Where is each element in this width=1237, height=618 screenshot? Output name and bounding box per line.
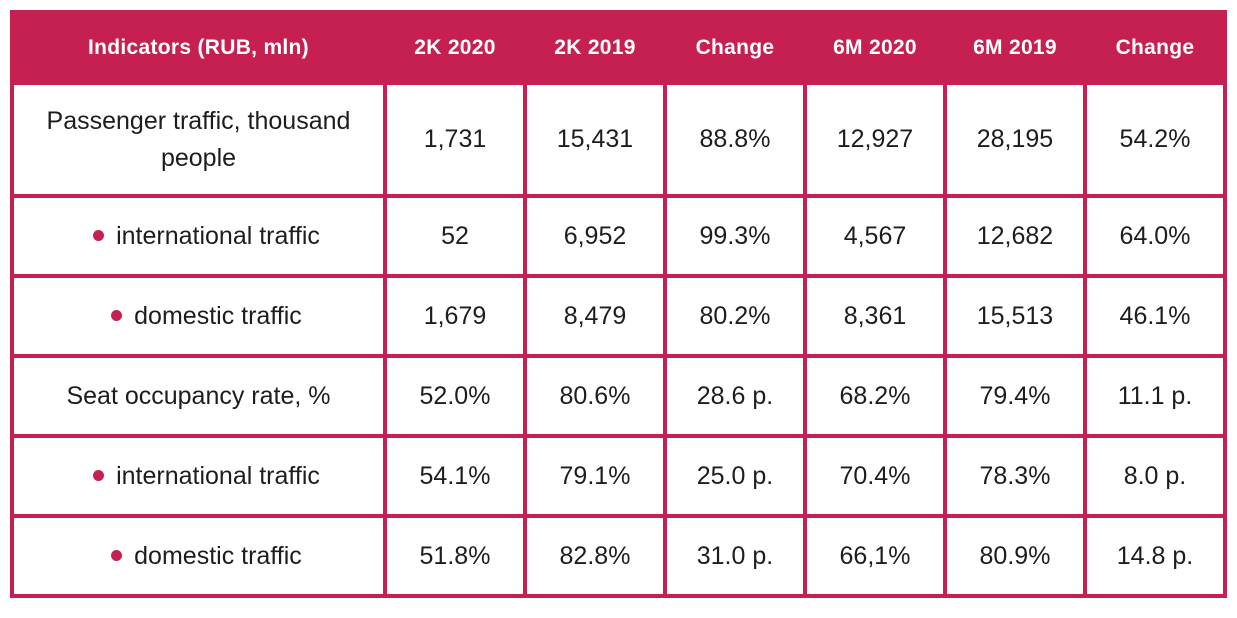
row-label: international traffic xyxy=(10,194,387,278)
bullet-dot-icon xyxy=(93,229,105,241)
header-change-halfyear: Change xyxy=(1082,10,1228,85)
bullet-dot-icon xyxy=(111,549,123,561)
cell-value: 54.1% xyxy=(382,434,527,518)
header-row: Indicators (RUB, mln) 2K 2020 2K 2019 Ch… xyxy=(10,10,1228,85)
header-indicators: Indicators (RUB, mln) xyxy=(10,10,387,85)
table-row-seat-occupancy: Seat occupancy rate, % 52.0% 80.6% 28.6 … xyxy=(10,354,1228,438)
cell-value: 4,567 xyxy=(802,194,947,278)
bullet-dot-icon xyxy=(111,309,123,321)
cell-value: 52 xyxy=(382,194,527,278)
row-label-text: international traffic xyxy=(116,221,320,250)
row-label-text: domestic traffic xyxy=(134,541,302,570)
cell-value: 70.4% xyxy=(802,434,947,518)
row-label-text: domestic traffic xyxy=(134,301,302,330)
cell-value: 46.1% xyxy=(1082,274,1228,358)
cell-value: 28,195 xyxy=(942,81,1087,198)
cell-value: 1,679 xyxy=(382,274,527,358)
row-label: international traffic xyxy=(10,434,387,518)
row-label: Seat occupancy rate, % xyxy=(10,354,387,438)
cell-value: 54.2% xyxy=(1082,81,1228,198)
cell-value: 80.2% xyxy=(662,274,807,358)
header-6m-2020: 6M 2020 xyxy=(802,10,947,85)
cell-value: 15,513 xyxy=(942,274,1087,358)
row-label: Passenger traffic, thousand people xyxy=(10,81,387,198)
cell-value: 64.0% xyxy=(1082,194,1228,278)
cell-value: 79.1% xyxy=(522,434,667,518)
financial-indicators-table: Indicators (RUB, mln) 2K 2020 2K 2019 Ch… xyxy=(10,10,1228,598)
table-row-international-occupancy: international traffic 54.1% 79.1% 25.0 p… xyxy=(10,434,1228,518)
cell-value: 78.3% xyxy=(942,434,1087,518)
cell-value: 80.9% xyxy=(942,514,1087,598)
cell-value: 31.0 p. xyxy=(662,514,807,598)
cell-value: 28.6 p. xyxy=(662,354,807,438)
cell-value: 8,479 xyxy=(522,274,667,358)
header-6m-2019: 6M 2019 xyxy=(942,10,1087,85)
cell-value: 82.8% xyxy=(522,514,667,598)
table-row-international-traffic: international traffic 52 6,952 99.3% 4,5… xyxy=(10,194,1228,278)
cell-value: 52.0% xyxy=(382,354,527,438)
cell-value: 8.0 p. xyxy=(1082,434,1228,518)
cell-value: 6,952 xyxy=(522,194,667,278)
row-label-text: Passenger traffic, thousand people xyxy=(46,107,351,172)
row-label-text: international traffic xyxy=(116,461,320,490)
cell-value: 12,927 xyxy=(802,81,947,198)
header-change-quarter: Change xyxy=(662,10,807,85)
cell-value: 14.8 p. xyxy=(1082,514,1228,598)
cell-value: 79.4% xyxy=(942,354,1087,438)
cell-value: 68.2% xyxy=(802,354,947,438)
cell-value: 99.3% xyxy=(662,194,807,278)
cell-value: 51.8% xyxy=(382,514,527,598)
header-2k-2020: 2K 2020 xyxy=(382,10,527,85)
cell-value: 11.1 p. xyxy=(1082,354,1228,438)
header-2k-2019: 2K 2019 xyxy=(522,10,667,85)
row-label: domestic traffic xyxy=(10,514,387,598)
cell-value: 15,431 xyxy=(522,81,667,198)
row-label: domestic traffic xyxy=(10,274,387,358)
cell-value: 1,731 xyxy=(382,81,527,198)
indicators-table: Indicators (RUB, mln) 2K 2020 2K 2019 Ch… xyxy=(10,10,1228,598)
cell-value: 66,1% xyxy=(802,514,947,598)
cell-value: 88.8% xyxy=(662,81,807,198)
table-row-domestic-occupancy: domestic traffic 51.8% 82.8% 31.0 p. 66,… xyxy=(10,514,1228,598)
cell-value: 12,682 xyxy=(942,194,1087,278)
table-row-passenger-traffic: Passenger traffic, thousand people 1,731… xyxy=(10,81,1228,198)
row-label-text: Seat occupancy rate, % xyxy=(66,381,331,410)
cell-value: 80.6% xyxy=(522,354,667,438)
cell-value: 8,361 xyxy=(802,274,947,358)
bullet-dot-icon xyxy=(93,469,105,481)
table-row-domestic-traffic: domestic traffic 1,679 8,479 80.2% 8,361… xyxy=(10,274,1228,358)
cell-value: 25.0 p. xyxy=(662,434,807,518)
